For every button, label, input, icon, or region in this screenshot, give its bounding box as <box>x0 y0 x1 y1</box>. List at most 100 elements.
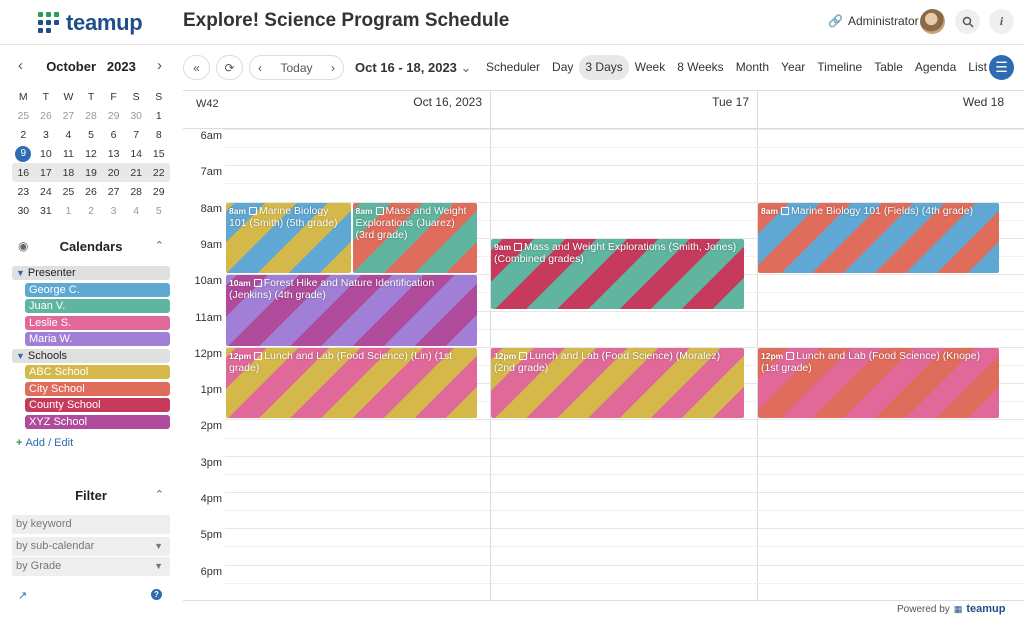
mini-day[interactable]: 28 <box>80 110 103 122</box>
mini-day[interactable]: 4 <box>125 205 148 217</box>
subcalendar-item[interactable]: Juan V. <box>25 299 170 313</box>
mini-day[interactable]: 26 <box>35 110 58 122</box>
subcalendar-item[interactable]: ABC School <box>25 365 170 379</box>
keyword-filter-input[interactable]: by keyword <box>12 515 170 534</box>
view-tab-3-days[interactable]: 3 Days <box>579 55 629 80</box>
main-menu-button[interactable]: ☰ <box>989 55 1014 80</box>
mini-day[interactable]: 27 <box>102 186 125 198</box>
view-tab-week[interactable]: Week <box>634 60 666 74</box>
subcalendar-item[interactable]: XYZ School <box>25 414 170 429</box>
mini-day[interactable]: 10 <box>35 148 58 160</box>
mini-day[interactable]: 11 <box>57 148 80 160</box>
mini-day[interactable]: 2 <box>12 129 35 141</box>
avatar[interactable] <box>920 9 945 34</box>
share-icon[interactable]: ↗ <box>18 590 28 602</box>
mini-day[interactable]: 16 <box>12 167 35 179</box>
chevron-up-icon[interactable]: ⌃ <box>154 240 164 252</box>
mini-day[interactable]: 19 <box>80 167 103 179</box>
view-tab-day[interactable]: Day <box>552 60 574 74</box>
day-header[interactable]: Tue 17 <box>712 95 749 109</box>
view-tab-table[interactable]: Table <box>874 60 903 74</box>
info-button[interactable]: i <box>989 9 1014 34</box>
mini-day[interactable]: 5 <box>147 205 170 217</box>
calendar-event[interactable]: 8am Mass and Weight Explorations (Juarez)… <box>352 202 477 274</box>
view-tab-month[interactable]: Month <box>735 60 770 74</box>
mini-day[interactable]: 2 <box>80 205 103 217</box>
chevron-up-icon[interactable]: ⌃ <box>154 489 164 501</box>
mini-week-row[interactable]: 16 17 18 19 20 21 22 <box>12 163 170 182</box>
teamup-logo[interactable]: teamup <box>38 10 143 36</box>
view-tab-list[interactable]: List <box>968 60 987 74</box>
mini-prev-icon[interactable]: ‹ <box>18 57 23 74</box>
calendar-event[interactable]: 12pm Lunch and Lab (Food Science) (Knope)… <box>758 347 999 419</box>
user-link[interactable]: 🔗 Administrator <box>828 14 919 28</box>
mini-day[interactable]: 18 <box>57 167 80 179</box>
date-range-picker[interactable]: Oct 16 - 18, 2023 ⌄ <box>355 60 471 76</box>
mini-day[interactable]: 12 <box>80 148 103 160</box>
mini-day[interactable]: 31 <box>35 205 58 217</box>
subcalendar-item[interactable]: George C. <box>25 282 170 297</box>
mini-week-row[interactable]: 23 24 25 26 27 28 29 <box>12 182 170 201</box>
mini-day[interactable]: 24 <box>35 186 58 198</box>
calendar-group-presenter[interactable]: ▼ Presenter <box>12 266 170 280</box>
mini-day[interactable]: 13 <box>102 148 125 160</box>
subcalendar-item[interactable]: Leslie S. <box>25 315 170 330</box>
mini-day[interactable]: 17 <box>35 167 58 179</box>
mini-day[interactable]: 1 <box>57 205 80 217</box>
mini-day[interactable]: 29 <box>147 186 170 198</box>
mini-next-icon[interactable]: › <box>157 57 162 74</box>
mini-week-row[interactable]: 9 10 11 12 13 14 15 <box>12 144 170 163</box>
calendar-event[interactable]: 12pm Lunch and Lab (Food Science) (Lin) (… <box>226 347 477 419</box>
mini-day[interactable]: 8 <box>147 129 170 141</box>
subcalendar-item[interactable]: County School <box>25 398 170 412</box>
collapse-sidebar-button[interactable]: « <box>183 55 210 80</box>
add-edit-link[interactable]: + Add / Edit <box>16 437 73 449</box>
mini-day[interactable]: 30 <box>12 205 35 217</box>
calendar-event[interactable]: 9am Mass and Weight Explorations (Smith, … <box>491 238 744 310</box>
mini-day[interactable]: 6 <box>102 129 125 141</box>
mini-day[interactable]: 3 <box>35 129 58 141</box>
mini-day[interactable]: 21 <box>125 167 148 179</box>
mini-day[interactable]: 25 <box>12 110 35 122</box>
next-icon[interactable]: › <box>331 60 335 75</box>
view-tab-scheduler[interactable]: Scheduler <box>486 60 541 74</box>
view-tab-agenda[interactable]: Agenda <box>914 60 957 74</box>
mini-day[interactable]: 30 <box>125 110 148 122</box>
help-icon[interactable]: ? <box>151 589 162 600</box>
mini-day[interactable]: 25 <box>57 186 80 198</box>
mini-day[interactable]: 20 <box>102 167 125 179</box>
mini-day[interactable]: 23 <box>12 186 35 198</box>
day-header[interactable]: Oct 16, 2023 <box>413 95 482 109</box>
mini-day[interactable]: 26 <box>80 186 103 198</box>
filter-section-header[interactable]: Filter ⌃ <box>12 486 170 506</box>
grade-filter-select[interactable]: by Grade ▼ <box>12 557 170 576</box>
subcalendar-filter-select[interactable]: by sub-calendar ▼ <box>12 537 170 556</box>
subcalendar-item[interactable]: City School <box>25 381 170 396</box>
mini-day[interactable]: 28 <box>125 186 148 198</box>
powered-by[interactable]: Powered by ▦ teamup <box>897 603 1005 615</box>
mini-day[interactable]: 14 <box>125 148 148 160</box>
mini-day[interactable]: 4 <box>57 129 80 141</box>
calendar-event[interactable]: 10am Forest Hike and Nature Identificatio… <box>226 275 477 346</box>
mini-week-row[interactable]: 2 3 4 5 6 7 8 <box>12 125 170 144</box>
mini-day[interactable]: 15 <box>147 148 170 160</box>
prev-icon[interactable]: ‹ <box>258 60 262 75</box>
calendars-section-header[interactable]: ◉ Calendars ⌃ <box>12 237 170 257</box>
mini-day[interactable]: 9 <box>12 145 35 162</box>
search-button[interactable] <box>955 9 980 34</box>
calendar-group-schools[interactable]: ▼ Schools <box>12 348 170 363</box>
mini-day[interactable]: 3 <box>102 205 125 217</box>
mini-day[interactable]: 29 <box>102 110 125 122</box>
calendar-event[interactable]: 8am Marine Biology 101 (Fields) (4th grad… <box>758 202 999 274</box>
mini-week-row[interactable]: 25 26 27 28 29 30 1 <box>12 106 170 125</box>
day-header[interactable]: Wed 18 <box>962 95 1004 109</box>
today-button[interactable]: Today <box>280 60 313 75</box>
view-tab-8-weeks[interactable]: 8 Weeks <box>677 60 724 74</box>
view-tab-year[interactable]: Year <box>781 60 806 74</box>
mini-day[interactable]: 7 <box>125 129 148 141</box>
mini-day[interactable]: 27 <box>57 110 80 122</box>
mini-week-row[interactable]: 30 31 1 2 3 4 5 <box>12 201 170 220</box>
subcalendar-item[interactable]: Maria W. <box>25 332 170 346</box>
mini-day[interactable]: 1 <box>147 110 170 122</box>
eye-icon[interactable]: ◉ <box>18 239 29 253</box>
